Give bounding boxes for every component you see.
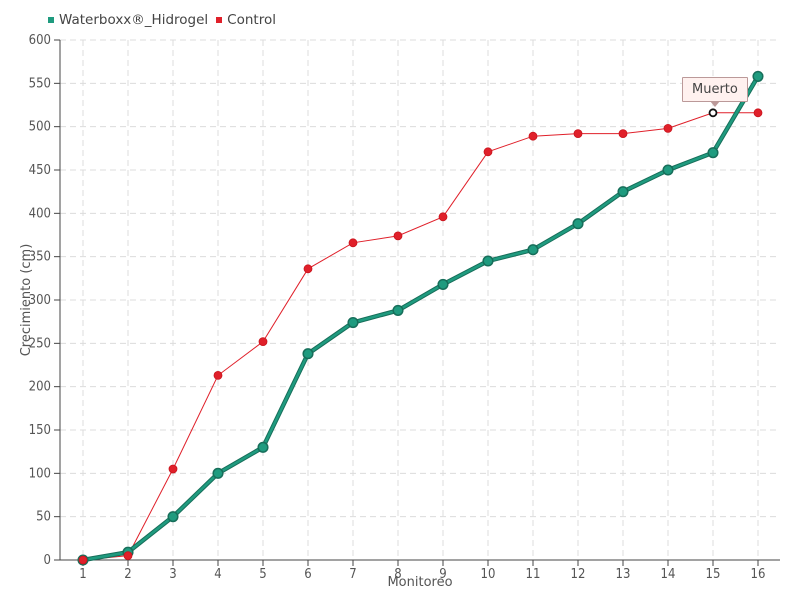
data-point-control-highlighted[interactable] <box>708 108 718 118</box>
data-point-waterboxx[interactable] <box>752 70 764 82</box>
data-point-control[interactable] <box>528 131 538 141</box>
y-tick-label: 150 <box>29 423 51 438</box>
y-tick-label: 550 <box>29 76 51 91</box>
data-point-control[interactable] <box>573 129 583 139</box>
data-point-control[interactable] <box>753 108 763 118</box>
data-point-waterboxx[interactable] <box>572 218 584 230</box>
x-tick-label: 4 <box>214 567 221 582</box>
data-point-control[interactable] <box>663 123 673 133</box>
x-tick-label: 14 <box>661 567 676 582</box>
data-point-waterboxx[interactable] <box>167 511 179 523</box>
data-point-waterboxx[interactable] <box>482 255 494 267</box>
data-point-control[interactable] <box>438 212 448 222</box>
legend-swatch-control <box>216 17 223 23</box>
y-tick-label: 400 <box>29 206 51 221</box>
data-point-waterboxx[interactable] <box>617 186 629 198</box>
series-line-waterboxx <box>82 75 760 562</box>
y-tick-label: 500 <box>29 120 51 135</box>
y-tick-label: 200 <box>29 380 51 395</box>
data-point-control[interactable] <box>348 238 358 248</box>
x-tick-label: 5 <box>259 567 266 582</box>
data-point-waterboxx[interactable] <box>707 147 719 159</box>
series-line-control <box>82 112 758 561</box>
legend-item-control[interactable]: Control <box>216 12 276 28</box>
x-tick-label: 12 <box>571 567 586 582</box>
x-tick-label: 7 <box>349 567 356 582</box>
x-tick-label: 13 <box>616 567 631 582</box>
data-point-waterboxx[interactable] <box>212 467 224 479</box>
data-point-waterboxx[interactable] <box>527 244 539 256</box>
legend-label-control: Control <box>227 12 276 28</box>
legend-label-waterboxx: Waterboxx®_Hidrogel <box>59 12 209 28</box>
legend: Waterboxx®_Hidrogel Control <box>48 12 276 28</box>
data-point-waterboxx[interactable] <box>437 278 449 290</box>
data-point-waterboxx[interactable] <box>302 348 314 360</box>
x-tick-label: 8 <box>394 567 401 582</box>
data-point-waterboxx[interactable] <box>392 304 404 316</box>
x-axis-title: Monitoreo <box>387 575 452 590</box>
data-point-control[interactable] <box>123 551 133 561</box>
x-tick-label: 10 <box>481 567 496 582</box>
y-axis-title: Crecimiento (cm) <box>19 244 34 357</box>
data-point-control[interactable] <box>483 147 493 157</box>
data-point-waterboxx[interactable] <box>347 316 359 329</box>
y-tick-label: 100 <box>29 466 51 481</box>
x-tick-label: 11 <box>526 567 541 582</box>
y-tick-label: 0 <box>44 553 51 568</box>
data-point-control[interactable] <box>303 264 313 274</box>
x-tick-label: 6 <box>304 567 311 582</box>
x-tick-label: 15 <box>706 567 721 582</box>
data-point-waterboxx[interactable] <box>662 164 674 176</box>
data-point-control[interactable] <box>213 370 223 380</box>
series-line-waterboxx-shadow <box>82 75 760 563</box>
y-tick-label: 450 <box>29 163 51 178</box>
data-point-waterboxx[interactable] <box>257 441 269 453</box>
x-tick-label: 1 <box>79 567 86 582</box>
y-tick-label: 250 <box>29 336 51 351</box>
x-tick-label: 2 <box>124 567 131 582</box>
data-point-control[interactable] <box>393 231 403 241</box>
data-point-control[interactable] <box>258 337 268 347</box>
data-point-control[interactable] <box>618 129 628 139</box>
tooltip-text: Muerto <box>692 82 738 97</box>
x-tick-label: 9 <box>439 567 446 582</box>
y-tick-label: 350 <box>29 250 51 265</box>
legend-item-waterboxx[interactable]: Waterboxx®_Hidrogel <box>48 12 208 28</box>
tooltip: Muerto <box>682 77 748 107</box>
data-point-control[interactable] <box>168 464 178 474</box>
y-tick-label: 600 <box>29 33 51 48</box>
y-tick-label: 300 <box>29 293 51 308</box>
y-tick-label: 50 <box>36 510 51 525</box>
legend-swatch-waterboxx <box>48 17 54 23</box>
data-point-control[interactable] <box>78 555 88 565</box>
x-tick-label: 3 <box>169 567 176 582</box>
x-tick-label: 16 <box>751 567 766 582</box>
